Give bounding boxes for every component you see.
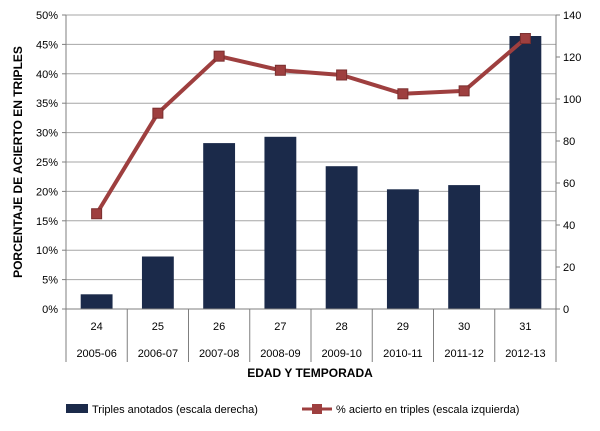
x-subcategory-label: 2012-13	[505, 348, 545, 360]
y-left-tick-label: 35%	[36, 98, 58, 110]
bar	[203, 143, 236, 309]
x-subcategory-label: 2011-12	[444, 348, 484, 360]
y-right-tick-label: 100	[563, 94, 581, 106]
y-right-tick-label: 80	[563, 136, 575, 148]
x-category-label: 30	[458, 321, 470, 333]
y-left-tick-label: 40%	[36, 69, 58, 81]
x-category-label: 24	[91, 321, 103, 333]
x-subcategory-label: 2005-06	[76, 348, 116, 360]
x-axis-categories: 24 2005-06 25 2006-07 26 2007-08 27 2008-09 28 20…	[65, 309, 557, 362]
y-right-tick-label: 60	[563, 178, 575, 190]
x-category-label: 26	[213, 321, 225, 333]
y-axis-title-left: PORCENTAJE DE ACIERTO EN TRIPLES	[11, 46, 25, 278]
y-left-tick-label: 0%	[42, 304, 58, 316]
y-right-tick-label: 140	[563, 10, 581, 22]
x-category-label: 27	[274, 321, 286, 333]
x-subcategory-label: 2006-07	[138, 348, 178, 360]
x-subcategory-label: 2009-10	[321, 348, 361, 360]
bar	[509, 36, 542, 309]
y-right-tick-label: 40	[563, 220, 575, 232]
bar	[80, 294, 113, 309]
grid-lines	[66, 14, 556, 310]
y-left-tick-label: 30%	[36, 128, 58, 140]
line-series	[91, 33, 531, 220]
y-left-tick-label: 45%	[36, 39, 58, 51]
legend-bar-swatch	[66, 404, 88, 413]
line-point	[458, 85, 470, 97]
line-point	[213, 50, 225, 62]
x-category-label: 28	[336, 321, 348, 333]
bar-series	[80, 36, 542, 309]
y-left-tick-label: 25%	[36, 157, 58, 169]
line-point	[91, 208, 103, 220]
x-category-label: 31	[519, 321, 531, 333]
bar	[386, 189, 419, 309]
bar	[325, 166, 358, 309]
line-point	[519, 33, 531, 45]
y-right-tick-label: 20	[563, 262, 575, 274]
x-category-label: 29	[397, 321, 409, 333]
line-point	[397, 88, 409, 100]
y-left-tick-label: 5%	[42, 275, 58, 287]
y-left-tick-label: 15%	[36, 216, 58, 228]
left-axis-ticks: 0% 5% 10% 15% 20% 25% 30% 35% 40% 45% 50%	[36, 10, 66, 316]
y-right-tick-label: 120	[563, 52, 581, 64]
x-subcategory-label: 2008-09	[260, 348, 300, 360]
right-axis-ticks: 0 20 40 60 80 100 120 140	[556, 10, 581, 316]
y-left-tick-label: 20%	[36, 186, 58, 198]
bar	[141, 256, 174, 309]
line-point	[274, 64, 286, 76]
y-left-tick-label: 50%	[36, 10, 58, 22]
y-right-tick-label: 0	[563, 304, 569, 316]
x-subcategory-label: 2010-11	[383, 348, 423, 360]
line-point	[336, 69, 348, 81]
x-axis-title: EDAD Y TEMPORADA	[247, 366, 373, 380]
legend-line-label: % acierto en triples (escala izquierda)	[336, 404, 519, 416]
legend-line-marker	[312, 404, 322, 414]
x-category-label: 25	[152, 321, 164, 333]
x-subcategory-label: 2007-08	[199, 348, 239, 360]
legend: Triples anotados (escala derecha) % acie…	[66, 404, 519, 416]
legend-bar-label: Triples anotados (escala derecha)	[92, 404, 258, 416]
bar	[264, 136, 297, 309]
bar	[448, 185, 481, 309]
y-left-tick-label: 10%	[36, 245, 58, 257]
line-point	[152, 107, 164, 119]
line-path	[94, 36, 527, 215]
